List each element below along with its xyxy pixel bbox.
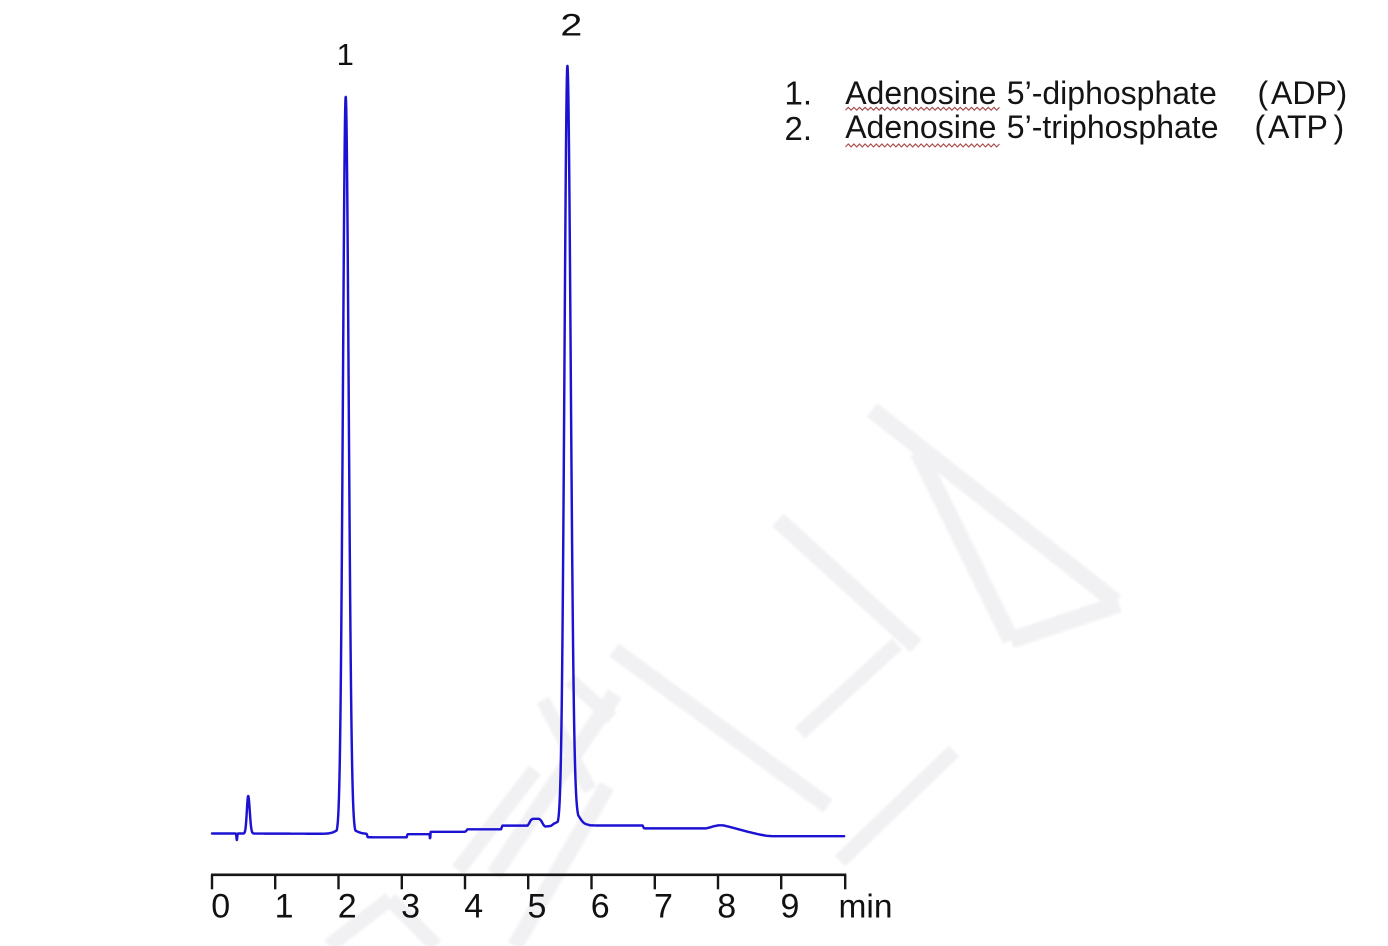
svg-text:min: min bbox=[839, 889, 893, 926]
svg-text:2: 2 bbox=[338, 888, 357, 926]
svg-text:8: 8 bbox=[717, 888, 736, 926]
svg-text:3: 3 bbox=[401, 888, 420, 926]
svg-text:ADP: ADP bbox=[1271, 75, 1337, 111]
svg-text:1: 1 bbox=[275, 888, 294, 926]
svg-text:5: 5 bbox=[528, 888, 547, 926]
svg-text:5’-diphosphate: 5’-diphosphate bbox=[1007, 75, 1217, 111]
svg-text:2: 2 bbox=[560, 7, 582, 42]
svg-text:6: 6 bbox=[591, 888, 610, 926]
svg-text:5’-triphosphate: 5’-triphosphate bbox=[1007, 109, 1219, 145]
svg-text:Adenosine: Adenosine bbox=[845, 109, 996, 145]
svg-text:ATP: ATP bbox=[1268, 109, 1328, 145]
svg-text:4: 4 bbox=[464, 888, 483, 926]
svg-text:(: ( bbox=[1255, 109, 1266, 145]
svg-text:): ) bbox=[1334, 109, 1345, 145]
svg-text:9: 9 bbox=[781, 888, 800, 926]
svg-text:Adenosine: Adenosine bbox=[845, 75, 996, 111]
svg-text:1.: 1. bbox=[785, 75, 813, 112]
svg-text:2.: 2. bbox=[785, 110, 813, 147]
svg-text:0: 0 bbox=[211, 888, 230, 926]
svg-text:): ) bbox=[1337, 75, 1348, 111]
svg-text:(: ( bbox=[1258, 75, 1269, 111]
svg-text:7: 7 bbox=[654, 888, 673, 926]
svg-text:1: 1 bbox=[337, 37, 354, 72]
